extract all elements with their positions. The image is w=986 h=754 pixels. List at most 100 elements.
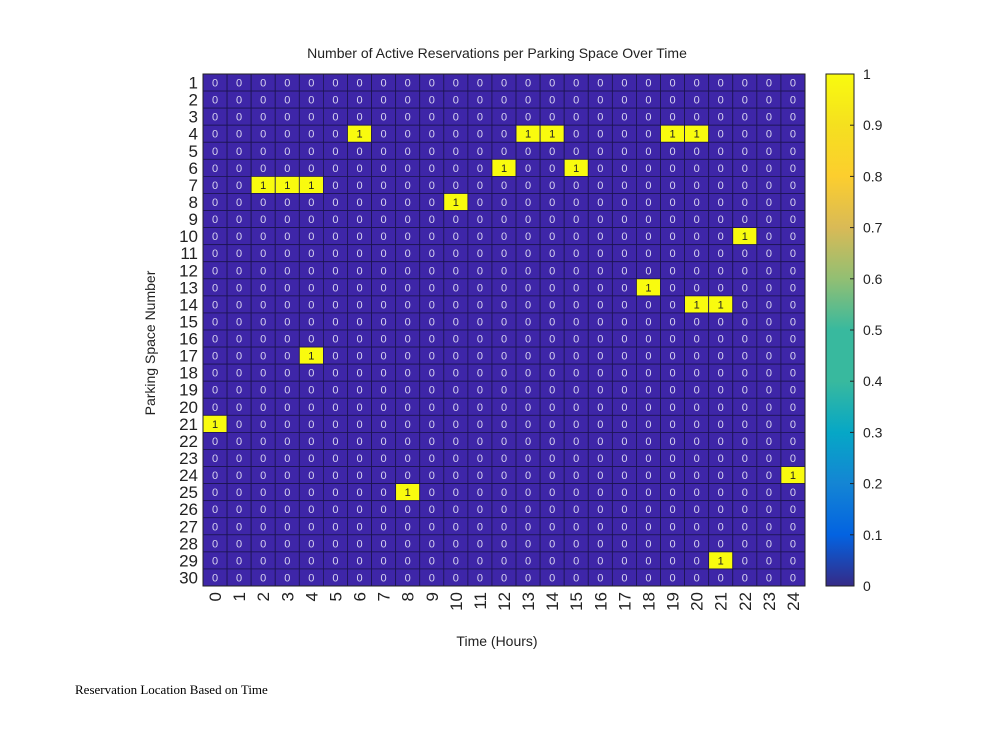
x-tick-label: 22 <box>736 592 755 611</box>
cell-value-label: 0 <box>284 555 290 567</box>
cell-value-label: 0 <box>453 368 459 380</box>
cell-value-label: 0 <box>573 95 579 107</box>
cell-value-label: 0 <box>212 453 218 465</box>
cell-value-label: 0 <box>669 419 675 431</box>
cell-value-label: 0 <box>766 368 772 380</box>
cell-value-label: 0 <box>236 282 242 294</box>
cell-value-label: 0 <box>573 129 579 141</box>
cell-value-label: 0 <box>236 385 242 397</box>
cell-value-label: 0 <box>621 112 627 124</box>
cell-value-label: 0 <box>356 521 362 533</box>
cell-value-label: 0 <box>525 368 531 380</box>
cell-value-label: 0 <box>381 436 387 448</box>
x-tick-label: 19 <box>664 592 683 611</box>
cell-value-label: 0 <box>525 265 531 277</box>
colorbar-tick-label: 0.2 <box>863 476 883 492</box>
cell-value-label: 0 <box>597 146 603 158</box>
colorbar-ticks: 0 0.1 0.2 0.3 0.4 0.5 0.6 0.7 0.8 0.9 1 <box>850 66 883 594</box>
cell-value-label: 0 <box>356 504 362 516</box>
cell-value-label: 0 <box>573 572 579 584</box>
cell-value-label: 0 <box>381 470 387 482</box>
cell-value-label: 0 <box>573 453 579 465</box>
cell-value-label: 0 <box>284 316 290 328</box>
cell-value-label: 0 <box>501 487 507 499</box>
cell-value-label: 0 <box>477 402 483 414</box>
y-tick-label: 5 <box>189 142 198 161</box>
cell-value-label: 0 <box>381 78 387 90</box>
cell-value-label: 0 <box>381 214 387 226</box>
cell-value-label: 0 <box>525 197 531 209</box>
cell-value-label: 0 <box>501 385 507 397</box>
y-tick-label: 7 <box>189 176 198 195</box>
cell-value-label: 0 <box>669 572 675 584</box>
cell-value-label: 0 <box>381 572 387 584</box>
cell-value-label: 0 <box>501 197 507 209</box>
cell-value-label: 0 <box>669 470 675 482</box>
cell-value-label: 0 <box>621 248 627 260</box>
y-tick-label: 26 <box>179 500 198 519</box>
cell-value-label: 0 <box>573 368 579 380</box>
y-tick-label: 6 <box>189 159 198 178</box>
cell-value-label: 0 <box>308 419 314 431</box>
cell-value-label: 0 <box>621 470 627 482</box>
cell-value-label: 0 <box>597 538 603 550</box>
cell-value-label: 0 <box>260 453 266 465</box>
cell-value-label: 0 <box>645 316 651 328</box>
cell-value-label: 0 <box>284 402 290 414</box>
cell-value-label: 0 <box>381 248 387 260</box>
cell-value-label: 0 <box>308 334 314 346</box>
cell-value-label: 0 <box>308 504 314 516</box>
cell-value-label: 0 <box>332 265 338 277</box>
cell-value-label: 0 <box>694 351 700 363</box>
cell-value-label: 0 <box>453 78 459 90</box>
cell-value-label: 0 <box>284 521 290 533</box>
cell-value-label: 0 <box>766 351 772 363</box>
cell-value-label: 0 <box>381 538 387 550</box>
cell-value-label: 0 <box>284 368 290 380</box>
cell-value-label: 0 <box>669 453 675 465</box>
cell-value-label: 0 <box>621 197 627 209</box>
cell-value-label: 0 <box>381 299 387 311</box>
cell-value-label: 0 <box>694 146 700 158</box>
cell-value-label: 0 <box>477 231 483 243</box>
cell-value-label: 0 <box>308 453 314 465</box>
cell-value-label: 0 <box>621 436 627 448</box>
cell-value-label: 0 <box>766 214 772 226</box>
cell-value-label: 0 <box>621 146 627 158</box>
cell-value-label: 0 <box>284 231 290 243</box>
cell-value-label: 0 <box>453 231 459 243</box>
cell-value-label: 0 <box>597 112 603 124</box>
cell-value-label: 0 <box>477 555 483 567</box>
cell-value-label: 0 <box>597 419 603 431</box>
cell-value-label: 0 <box>573 197 579 209</box>
cell-value-label: 0 <box>453 504 459 516</box>
cell-value-label: 0 <box>694 248 700 260</box>
cell-value-label: 0 <box>790 180 796 192</box>
cell-value-label: 0 <box>694 453 700 465</box>
colorbar-tick-label: 0.4 <box>863 373 883 389</box>
colorbar-tick-label: 0.6 <box>863 271 883 287</box>
cell-value-label: 0 <box>525 538 531 550</box>
cell-value-label: 0 <box>236 78 242 90</box>
heatmap-cells: 0 0 0 0 0 0 0 0 0 0 0 0 0 0 0 0 0 0 0 0 0 0 0 0 0 0 0 0 0 0 0 0 0 0 0 0 0 0 0 0… <box>202 73 806 587</box>
cell-value-label: 0 <box>694 265 700 277</box>
cell-value-label: 0 <box>742 487 748 499</box>
cell-value-label: 0 <box>501 436 507 448</box>
cell-value-label: 0 <box>260 95 266 107</box>
cell-value-label: 0 <box>573 487 579 499</box>
cell-value-label: 0 <box>549 385 555 397</box>
cell-value-label: 0 <box>549 351 555 363</box>
cell-value-label: 0 <box>284 351 290 363</box>
cell-value-label: 0 <box>621 282 627 294</box>
cell-value-label: 0 <box>742 316 748 328</box>
cell-value-label: 0 <box>549 334 555 346</box>
cell-value-label: 0 <box>260 112 266 124</box>
cell-value-label: 0 <box>356 95 362 107</box>
cell-value-label: 0 <box>621 163 627 175</box>
cell-value-label: 0 <box>236 436 242 448</box>
cell-value-label: 0 <box>694 487 700 499</box>
cell-value-label: 0 <box>597 282 603 294</box>
cell-value-label: 0 <box>332 419 338 431</box>
cell-value-label: 0 <box>742 265 748 277</box>
cell-value-label: 0 <box>453 248 459 260</box>
